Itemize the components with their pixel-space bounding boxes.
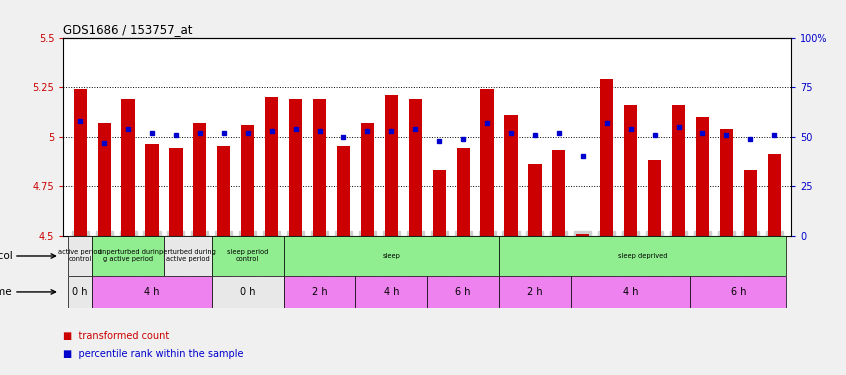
- Bar: [283, 276, 355, 308]
- Bar: [481, 89, 494, 236]
- Text: 6 h: 6 h: [455, 287, 471, 297]
- Text: 4 h: 4 h: [383, 287, 399, 297]
- Bar: [212, 276, 283, 308]
- Bar: [337, 147, 350, 236]
- Text: 4 h: 4 h: [623, 287, 639, 297]
- Text: sleep period
control: sleep period control: [227, 249, 268, 262]
- Bar: [696, 117, 709, 236]
- Text: time: time: [0, 287, 13, 297]
- Text: protocol: protocol: [0, 251, 13, 261]
- Bar: [744, 170, 757, 236]
- Bar: [385, 95, 398, 236]
- Bar: [241, 124, 255, 236]
- Text: unperturbed durin
g active period: unperturbed durin g active period: [97, 249, 158, 262]
- Bar: [92, 236, 164, 276]
- Bar: [74, 89, 87, 236]
- Text: GDS1686 / 153757_at: GDS1686 / 153757_at: [63, 23, 193, 36]
- Bar: [92, 276, 212, 308]
- Text: sleep deprived: sleep deprived: [618, 253, 667, 259]
- Bar: [499, 276, 571, 308]
- Bar: [571, 276, 690, 308]
- Bar: [432, 170, 446, 236]
- Text: 2 h: 2 h: [311, 287, 327, 297]
- Bar: [164, 236, 212, 276]
- Text: 0 h: 0 h: [240, 287, 255, 297]
- Bar: [289, 99, 302, 236]
- Text: 0 h: 0 h: [73, 287, 88, 297]
- Bar: [146, 144, 158, 236]
- Bar: [499, 236, 786, 276]
- Bar: [283, 236, 499, 276]
- Bar: [576, 234, 590, 236]
- Bar: [212, 236, 283, 276]
- Text: ■  percentile rank within the sample: ■ percentile rank within the sample: [63, 350, 244, 359]
- Bar: [457, 148, 470, 236]
- Bar: [217, 147, 230, 236]
- Text: ■  transformed count: ■ transformed count: [63, 331, 170, 340]
- Bar: [313, 99, 326, 236]
- Bar: [648, 160, 662, 236]
- Bar: [355, 276, 427, 308]
- Bar: [720, 129, 733, 236]
- Bar: [504, 115, 518, 236]
- Bar: [169, 148, 183, 236]
- Bar: [672, 105, 685, 236]
- Text: perturbed during
active period: perturbed during active period: [159, 249, 217, 262]
- Bar: [529, 164, 541, 236]
- Bar: [360, 123, 374, 236]
- Bar: [265, 97, 278, 236]
- Bar: [122, 99, 135, 236]
- Text: sleep: sleep: [382, 253, 400, 259]
- Bar: [552, 150, 565, 236]
- Bar: [69, 276, 92, 308]
- Bar: [69, 236, 92, 276]
- Bar: [600, 79, 613, 236]
- Bar: [427, 276, 499, 308]
- Bar: [97, 123, 111, 236]
- Text: 4 h: 4 h: [145, 287, 160, 297]
- Bar: [624, 105, 637, 236]
- Bar: [690, 276, 786, 308]
- Text: active period
control: active period control: [58, 249, 102, 262]
- Bar: [409, 99, 422, 236]
- Bar: [193, 123, 206, 236]
- Text: 6 h: 6 h: [731, 287, 746, 297]
- Bar: [767, 154, 781, 236]
- Text: 2 h: 2 h: [527, 287, 543, 297]
